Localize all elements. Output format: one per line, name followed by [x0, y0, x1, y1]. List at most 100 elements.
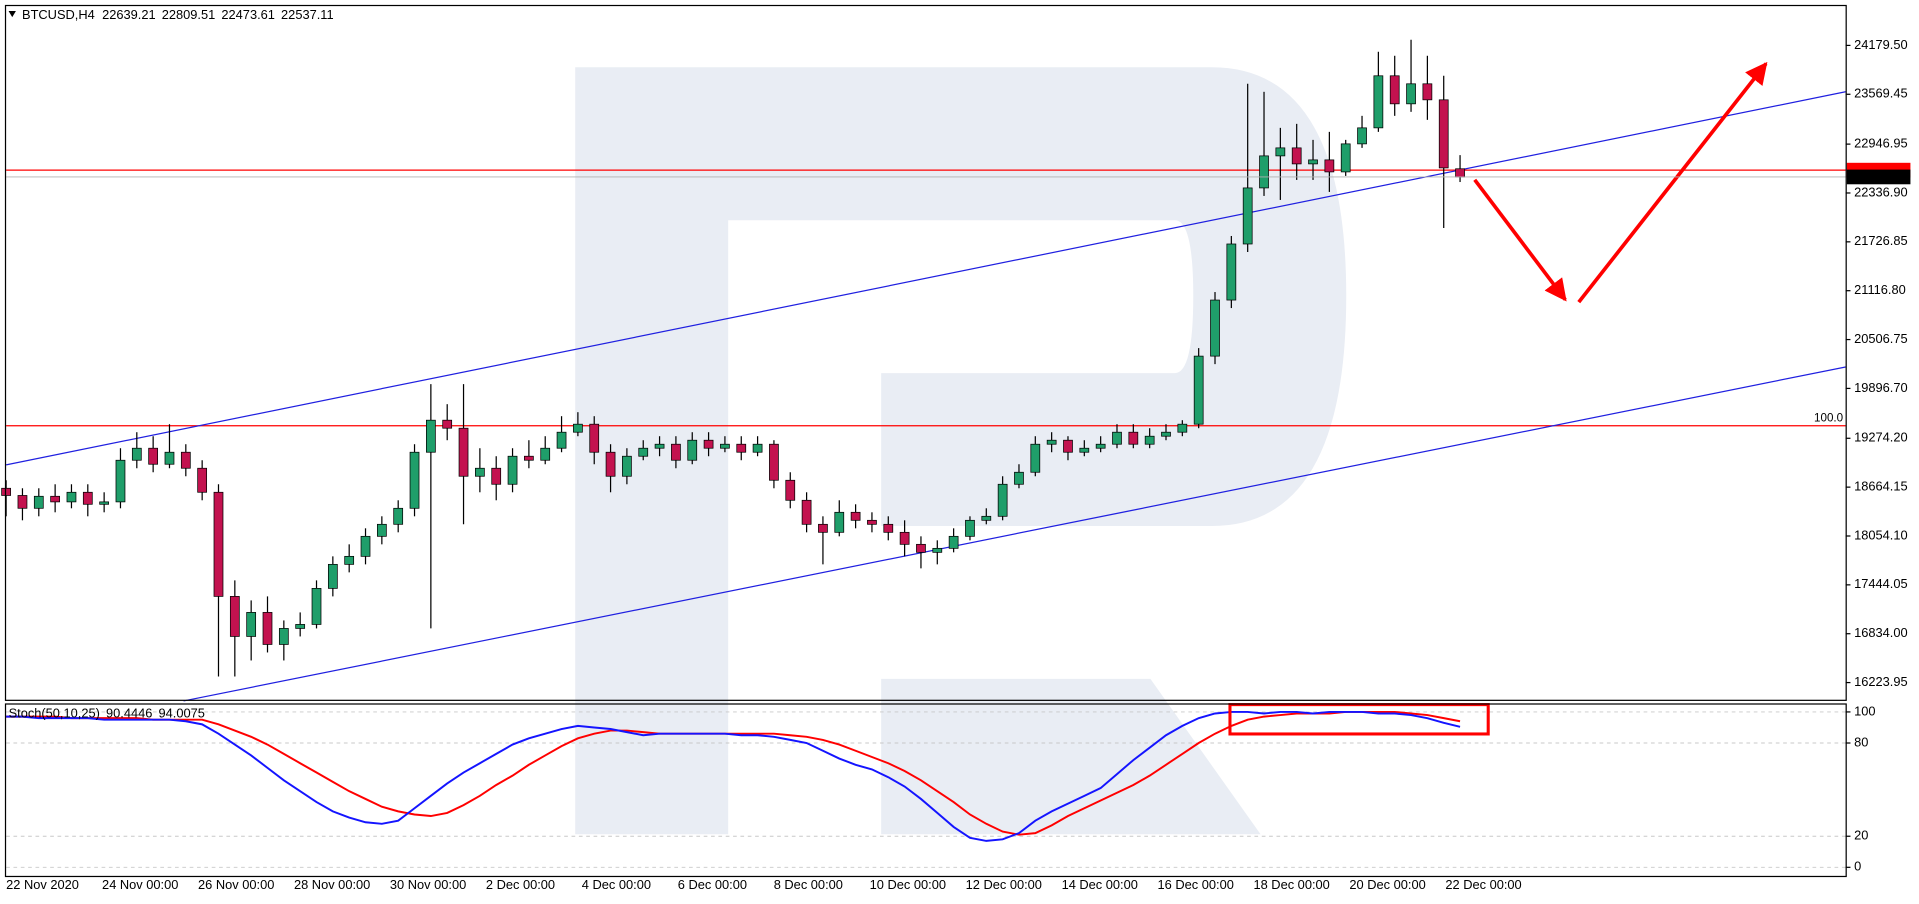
candle-body [1291, 147, 1302, 165]
candle-body [605, 451, 616, 477]
candle-body [1014, 471, 1024, 485]
candle-body [1046, 439, 1057, 445]
candle-body [638, 447, 649, 457]
x-tick-label: 2 Dec 00:00 [486, 877, 555, 892]
candle-body [589, 423, 600, 453]
candle-body [981, 515, 992, 521]
candle-body [17, 495, 28, 509]
watermark [575, 67, 1347, 835]
menu-triangle[interactable] [8, 11, 16, 18]
signal-value: 94.0075 [159, 706, 205, 721]
y-tick-label: 24179.50 [1854, 37, 1908, 52]
candle-body [442, 419, 453, 429]
y-tick-label: 20506.75 [1854, 331, 1908, 346]
x-tick-label: 14 Dec 00:00 [1062, 877, 1138, 892]
candle-body [1422, 83, 1433, 101]
x-tick-label: 8 Dec 00:00 [774, 877, 843, 892]
candle-body [556, 431, 567, 449]
candle-body [327, 563, 338, 589]
candle-body [246, 612, 257, 637]
candle-body [197, 467, 208, 493]
y-tick-label: 22336.90 [1854, 184, 1908, 199]
candle-body [883, 523, 894, 533]
candle-body [752, 443, 763, 453]
x-tick-label: 10 Dec 00:00 [870, 877, 946, 892]
candle-body [1438, 99, 1449, 169]
candle-body [524, 455, 534, 461]
y-tick-label: 16223.95 [1854, 674, 1908, 689]
y-tick-label: 18664.15 [1854, 479, 1908, 494]
y-tick-label: 17444.05 [1854, 576, 1908, 591]
candle-body [344, 555, 355, 565]
candle-body [229, 596, 240, 637]
symbol: BTCUSD,H4 [22, 7, 95, 22]
candle-body [1373, 75, 1384, 129]
candle-body [1242, 187, 1253, 245]
candle-body [1406, 83, 1416, 105]
candle-body [1275, 147, 1286, 157]
watermark-shape [881, 678, 1261, 835]
candle-body [426, 419, 436, 453]
candle-body [834, 511, 845, 533]
candle-body [932, 547, 943, 553]
candle-body [818, 523, 828, 533]
x-tick-label: 16 Dec 00:00 [1158, 877, 1234, 892]
forecast-arrow [1577, 61, 1768, 304]
y-tick-label: 100 [1854, 703, 1875, 718]
candle-body [867, 519, 877, 525]
candle-body [393, 507, 404, 525]
candle-body [850, 511, 861, 521]
open-value: 22639.21 [102, 7, 156, 22]
candle-body [1308, 159, 1318, 165]
stoch-header: Stoch(50,10,25) 90.4446 94.0075 [9, 706, 205, 721]
x-tick-label: 12 Dec 00:00 [966, 877, 1042, 892]
candle-body [131, 447, 142, 461]
candle-body [262, 612, 273, 645]
x-tick-label: 4 Dec 00:00 [582, 877, 651, 892]
forecast-arrow [1473, 178, 1567, 302]
candle-body [1177, 423, 1188, 433]
candle-body [1112, 431, 1122, 445]
candle-body [99, 501, 109, 505]
candle-body [164, 451, 175, 465]
candle-body [736, 443, 747, 453]
candle-body [671, 443, 681, 461]
x-tick-label: 30 Nov 00:00 [390, 877, 466, 892]
x-tick-label: 24 Nov 00:00 [102, 877, 178, 892]
candle-body [1079, 447, 1090, 453]
x-tick-label: 18 Dec 00:00 [1253, 877, 1329, 892]
y-tick-label: 19274.20 [1854, 430, 1908, 445]
candle-body [82, 491, 93, 505]
levels: 100.0 [6, 169, 1846, 427]
indicator-name: Stoch(50,10,25) [9, 706, 100, 721]
y-tick-label: 22946.95 [1854, 136, 1908, 151]
candle-body [769, 443, 779, 481]
candle-body [1063, 439, 1073, 453]
candle-body [180, 451, 191, 469]
candle-body [1128, 431, 1139, 445]
candle-body [1095, 443, 1106, 449]
y-tick-label: 20 [1854, 828, 1868, 843]
x-tick-label: 22 Nov 2020 [6, 877, 79, 892]
candle-body [213, 491, 224, 597]
candle-body [458, 427, 469, 477]
candle-body [703, 439, 714, 449]
candle-body [622, 455, 632, 477]
candle-body [687, 439, 698, 461]
y-tick-label: 0 [1854, 859, 1861, 874]
last-price-label: 22537.11 [1854, 168, 1907, 183]
main-value: 90.4446 [106, 706, 152, 721]
y-tick-label: 16834.00 [1854, 625, 1908, 640]
candle-body [1030, 443, 1041, 473]
candle-body [801, 499, 812, 525]
high-value: 22809.51 [162, 7, 216, 22]
candle-body [115, 459, 126, 503]
price-frame [4, 4, 1847, 701]
y-tick-label: 21116.80 [1854, 282, 1906, 297]
candle-body [409, 451, 420, 509]
candle-body [475, 467, 485, 477]
candle-body [1193, 355, 1204, 425]
candle-body [491, 467, 502, 485]
candle-body [916, 543, 926, 553]
